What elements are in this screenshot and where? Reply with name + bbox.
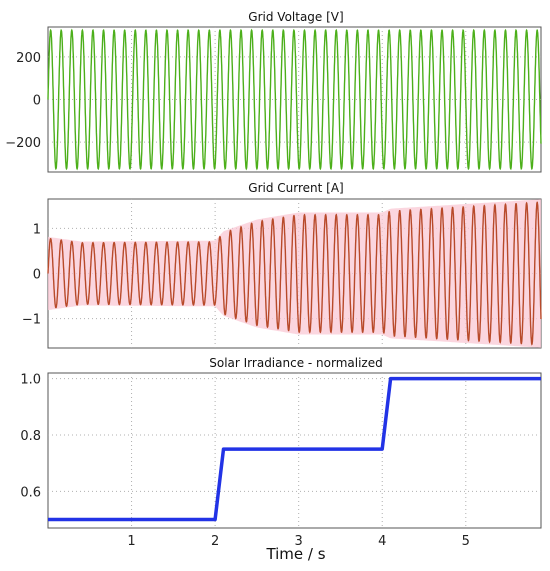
grid-voltage-ytick-label: 200 [16, 51, 41, 66]
grid-current-ytick-label: 0 [33, 268, 41, 283]
solar-irradiance-ytick-label: 0.8 [20, 429, 41, 444]
grid-voltage-ytick-label: −200 [5, 136, 41, 151]
solar-irradiance-title: Solar Irradiance - normalized [209, 356, 382, 370]
solar-irradiance-xtick-label: 5 [462, 534, 470, 549]
solar-irradiance-xtick-label: 3 [295, 534, 303, 549]
grid-voltage-panel: Grid Voltage [V] −200 0 200 [5, 10, 542, 173]
solar-irradiance-xtick-label: 2 [211, 534, 219, 549]
solar-irradiance-series-line [48, 376, 541, 522]
grid-current-title: Grid Current [A] [248, 181, 343, 195]
solar-irradiance-xtick-label: 1 [127, 534, 135, 549]
grid-current-series-line [47, 201, 542, 346]
grid-current-ytick-label: −1 [22, 313, 41, 328]
grid-voltage-ytick-label: 0 [33, 94, 41, 109]
grid-voltage-series-line [47, 28, 542, 171]
solar-irradiance-xtick-label: 4 [378, 534, 386, 549]
x-axis-label: Time / s [265, 545, 325, 563]
grid-voltage-title: Grid Voltage [V] [248, 10, 343, 24]
solar-irradiance-ytick-label: 1.0 [20, 373, 41, 388]
grid-current-panel: Grid Current [A] −1 0 1 [22, 181, 542, 349]
solar-irradiance-panel: Solar Irradiance - normalized 0.60.81.0 … [20, 356, 542, 563]
grid-current-ytick-label: 1 [33, 222, 41, 237]
solar-irradiance-ytick-label: 0.6 [20, 485, 41, 500]
